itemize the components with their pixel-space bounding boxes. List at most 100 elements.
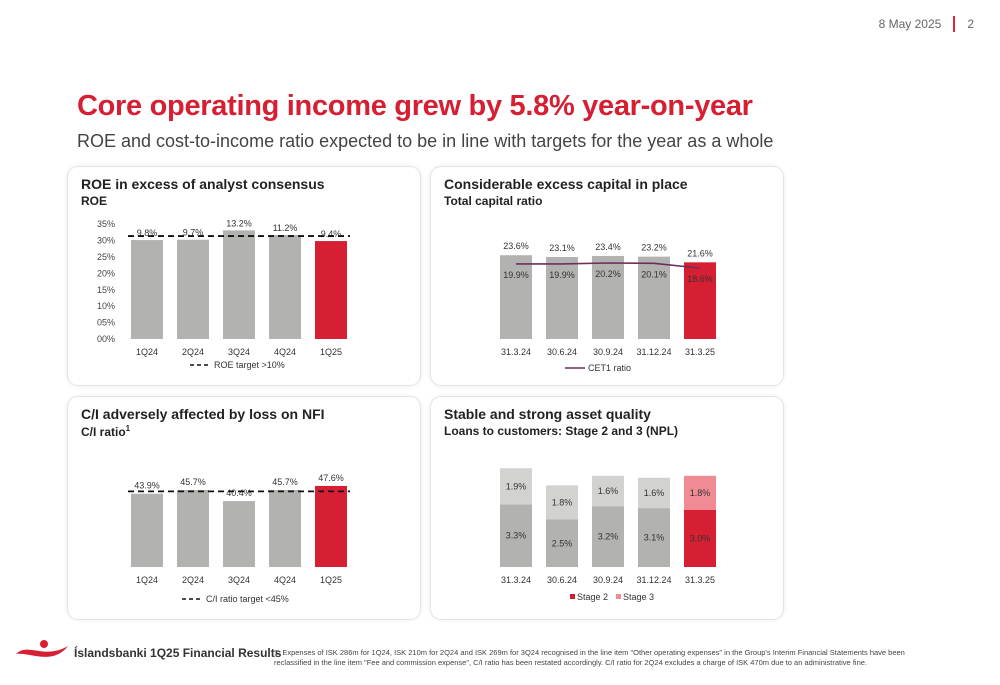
slide-subtitle: ROE and cost-to-income ratio expected to… xyxy=(77,131,774,151)
data-label: 45.7% xyxy=(272,477,298,487)
data-label: 9.7% xyxy=(183,228,204,238)
x-tick-label: 1Q25 xyxy=(320,575,342,585)
ci-panel: C/I adversely affected by loss on NFI C/… xyxy=(68,397,420,619)
data-label: 23.1% xyxy=(549,243,575,253)
bar xyxy=(177,489,209,567)
data-label: 21.6% xyxy=(687,248,713,258)
data-label: 45.7% xyxy=(180,477,206,487)
x-tick-label: 4Q24 xyxy=(274,347,296,357)
ci-panel-title: C/I adversely affected by loss on NFI xyxy=(81,406,325,422)
capital-panel-subtitle: Total capital ratio xyxy=(444,194,543,208)
data-label: 13.2% xyxy=(226,218,252,228)
bar xyxy=(684,262,716,339)
bar xyxy=(269,489,301,567)
x-tick-label: 3Q24 xyxy=(228,575,250,585)
cet1-label: 18.6% xyxy=(687,274,713,284)
legend-stage2-swatch xyxy=(570,594,575,599)
stage2-label: 3.1% xyxy=(644,533,665,543)
bar xyxy=(131,493,163,567)
legend-stage3-swatch xyxy=(616,594,621,599)
x-tick-label: 1Q25 xyxy=(320,347,342,357)
asset-panel-subtitle: Loans to customers: Stage 2 and 3 (NPL) xyxy=(444,424,679,438)
data-label: 40.4% xyxy=(226,488,252,498)
header-divider xyxy=(953,16,956,32)
x-tick-label: 31.12.24 xyxy=(636,347,671,357)
legend-target-label: C/I ratio target <45% xyxy=(206,594,289,604)
stage2-label: 3.3% xyxy=(506,531,527,541)
x-tick-label: 1Q24 xyxy=(136,347,158,357)
data-label: 9.4% xyxy=(321,229,342,239)
x-tick-label: 30.9.24 xyxy=(593,347,623,357)
stage2-bar xyxy=(546,519,578,567)
x-tick-label: 4Q24 xyxy=(274,575,296,585)
asset-panel: Stable and strong asset quality Loans to… xyxy=(431,397,783,619)
slide-title: Core operating income grew by 5.8% year-… xyxy=(77,90,753,122)
stage2-label: 3.2% xyxy=(598,532,619,542)
ci-panel-subtitle: C/I ratio1 xyxy=(81,424,130,439)
bar xyxy=(223,230,255,339)
ci-footnote-ref: 1 xyxy=(125,424,131,433)
y-tick-label: 05% xyxy=(97,318,115,328)
stage2-bar xyxy=(684,510,716,567)
data-label: 9.8% xyxy=(137,228,158,238)
roe-panel-title: ROE in excess of analyst consensus xyxy=(81,176,325,192)
capital-panel-title: Considerable excess capital in place xyxy=(444,176,688,192)
stage3-bar xyxy=(592,475,624,507)
stage3-label: 1.8% xyxy=(552,497,573,507)
bar xyxy=(269,235,301,339)
legend-stage2-label: Stage 2 xyxy=(577,592,608,602)
x-tick-label: 31.3.24 xyxy=(501,575,531,585)
x-tick-label: 31.12.24 xyxy=(636,575,671,585)
bar xyxy=(592,255,624,339)
bar xyxy=(500,255,532,339)
asset-chart: 3.3% 1.9% 31.3.24 2.5% 1.8% 30.6.24 3.2% 1.6% 30… xyxy=(500,468,716,602)
bar xyxy=(131,240,163,339)
ci-chart: 43.9% 1Q24 45.7% 2Q24 40.4% 3Q24 45.7% 4Q24 47.6… xyxy=(128,473,350,604)
roe-panel-subtitle: ROE xyxy=(81,194,108,208)
x-tick-label: 30.9.24 xyxy=(593,575,623,585)
y-tick-label: 10% xyxy=(97,301,115,311)
page-header: 8 May 2025 2 xyxy=(879,16,974,32)
bar xyxy=(315,241,347,339)
asset-panel-title: Stable and strong asset quality xyxy=(444,406,651,422)
footer-footnote: 1. Expenses of ISK 286m for 1Q24, ISK 21… xyxy=(274,648,905,667)
ci-panel-subtitle-text: C/I ratio xyxy=(81,425,126,439)
x-tick-label: 30.6.24 xyxy=(547,575,577,585)
data-label: 23.4% xyxy=(595,242,621,252)
x-tick-label: 30.6.24 xyxy=(547,347,577,357)
x-tick-label: 2Q24 xyxy=(182,347,204,357)
stage3-label: 1.9% xyxy=(506,481,527,491)
data-label: 23.2% xyxy=(641,243,667,253)
legend-cet1-label: CET1 ratio xyxy=(588,363,631,373)
islandsbanki-logo-icon xyxy=(16,640,68,657)
y-tick-label: 25% xyxy=(97,252,115,262)
data-label: 23.6% xyxy=(503,241,529,251)
footer-brand: Íslandsbanki 1Q25 Financial Results xyxy=(74,646,282,660)
roe-chart: 00% 05% 10% 15% 20% 25% 30% 35% 9.8% 1Q24 9.7% 2Q24… xyxy=(97,218,350,370)
cet1-line xyxy=(516,262,701,269)
page-number: 2 xyxy=(967,17,974,31)
x-tick-label: 3Q24 xyxy=(228,347,250,357)
stage3-bar xyxy=(684,475,716,510)
y-tick-label: 15% xyxy=(97,285,115,295)
y-tick-label: 20% xyxy=(97,268,115,278)
x-tick-label: 31.3.25 xyxy=(685,347,715,357)
data-label: 47.6% xyxy=(318,473,344,483)
legend-stage3-label: Stage 3 xyxy=(623,592,654,602)
stage2-bar xyxy=(592,506,624,567)
capital-chart: 23.6% 31.3.24 23.1% 30.6.24 23.4% 30.9.24 23.2… xyxy=(500,241,716,373)
roe-panel: ROE in excess of analyst consensus ROE 0… xyxy=(68,167,420,385)
cet1-label: 19.9% xyxy=(549,270,575,280)
legend-target-label: ROE target >10% xyxy=(214,360,285,370)
cet1-label: 20.2% xyxy=(595,269,621,279)
data-label: 11.2% xyxy=(273,223,298,233)
bar xyxy=(315,485,347,567)
bar xyxy=(546,256,578,339)
stage3-bar xyxy=(500,468,532,505)
x-tick-label: 2Q24 xyxy=(182,575,204,585)
stage2-bar xyxy=(638,508,670,567)
stage2-bar xyxy=(500,504,532,567)
cet1-label: 19.9% xyxy=(503,270,529,280)
y-tick-label: 00% xyxy=(97,334,115,344)
stage3-label: 1.6% xyxy=(598,486,619,496)
